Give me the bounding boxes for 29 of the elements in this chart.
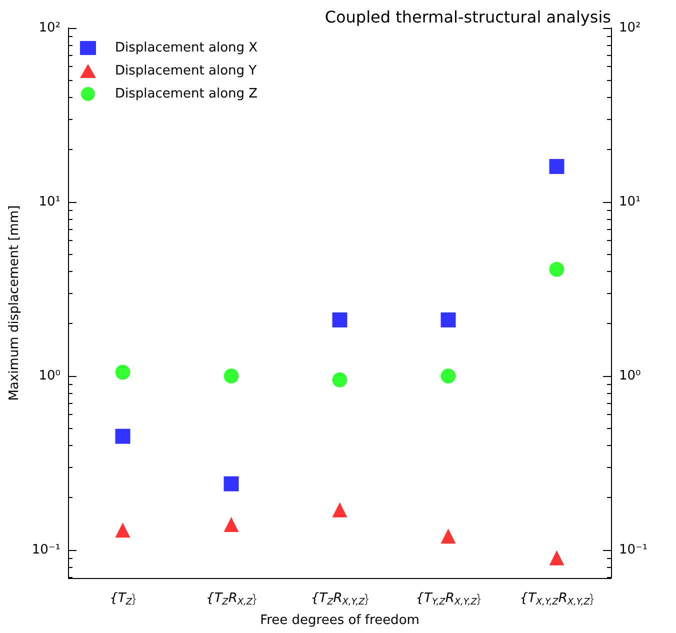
point	[115, 428, 130, 444]
point	[115, 522, 130, 538]
point	[549, 262, 564, 277]
point	[224, 476, 239, 492]
point	[332, 312, 348, 328]
y-tick-label: 10⁻¹	[32, 542, 61, 558]
point	[549, 550, 564, 566]
text: 10¹	[619, 194, 641, 210]
text: 10²	[619, 20, 641, 36]
point	[549, 158, 564, 174]
legend-label: Displacement along Z	[115, 86, 258, 102]
point	[440, 368, 456, 384]
point	[224, 368, 239, 384]
y-tick-label: 10¹	[38, 194, 61, 210]
y-tick-label: 10²	[38, 20, 61, 36]
legend-label: Displacement along X	[115, 40, 258, 56]
point	[332, 372, 348, 388]
text: 10⁻¹	[619, 542, 648, 558]
point	[440, 528, 456, 544]
y-axis-title: Maximum displacement [mm]	[7, 205, 22, 401]
y-tick-label: 10⁰	[38, 368, 61, 384]
text: 10⁰	[619, 368, 641, 384]
point	[332, 502, 348, 518]
point	[115, 364, 130, 380]
x-axis-title: Free degrees of freedom	[260, 613, 420, 628]
point	[440, 312, 456, 328]
chart-title: Coupled thermal-structural analysis	[324, 8, 611, 26]
legend-label: Displacement along Y	[115, 64, 257, 78]
point	[224, 517, 239, 532]
